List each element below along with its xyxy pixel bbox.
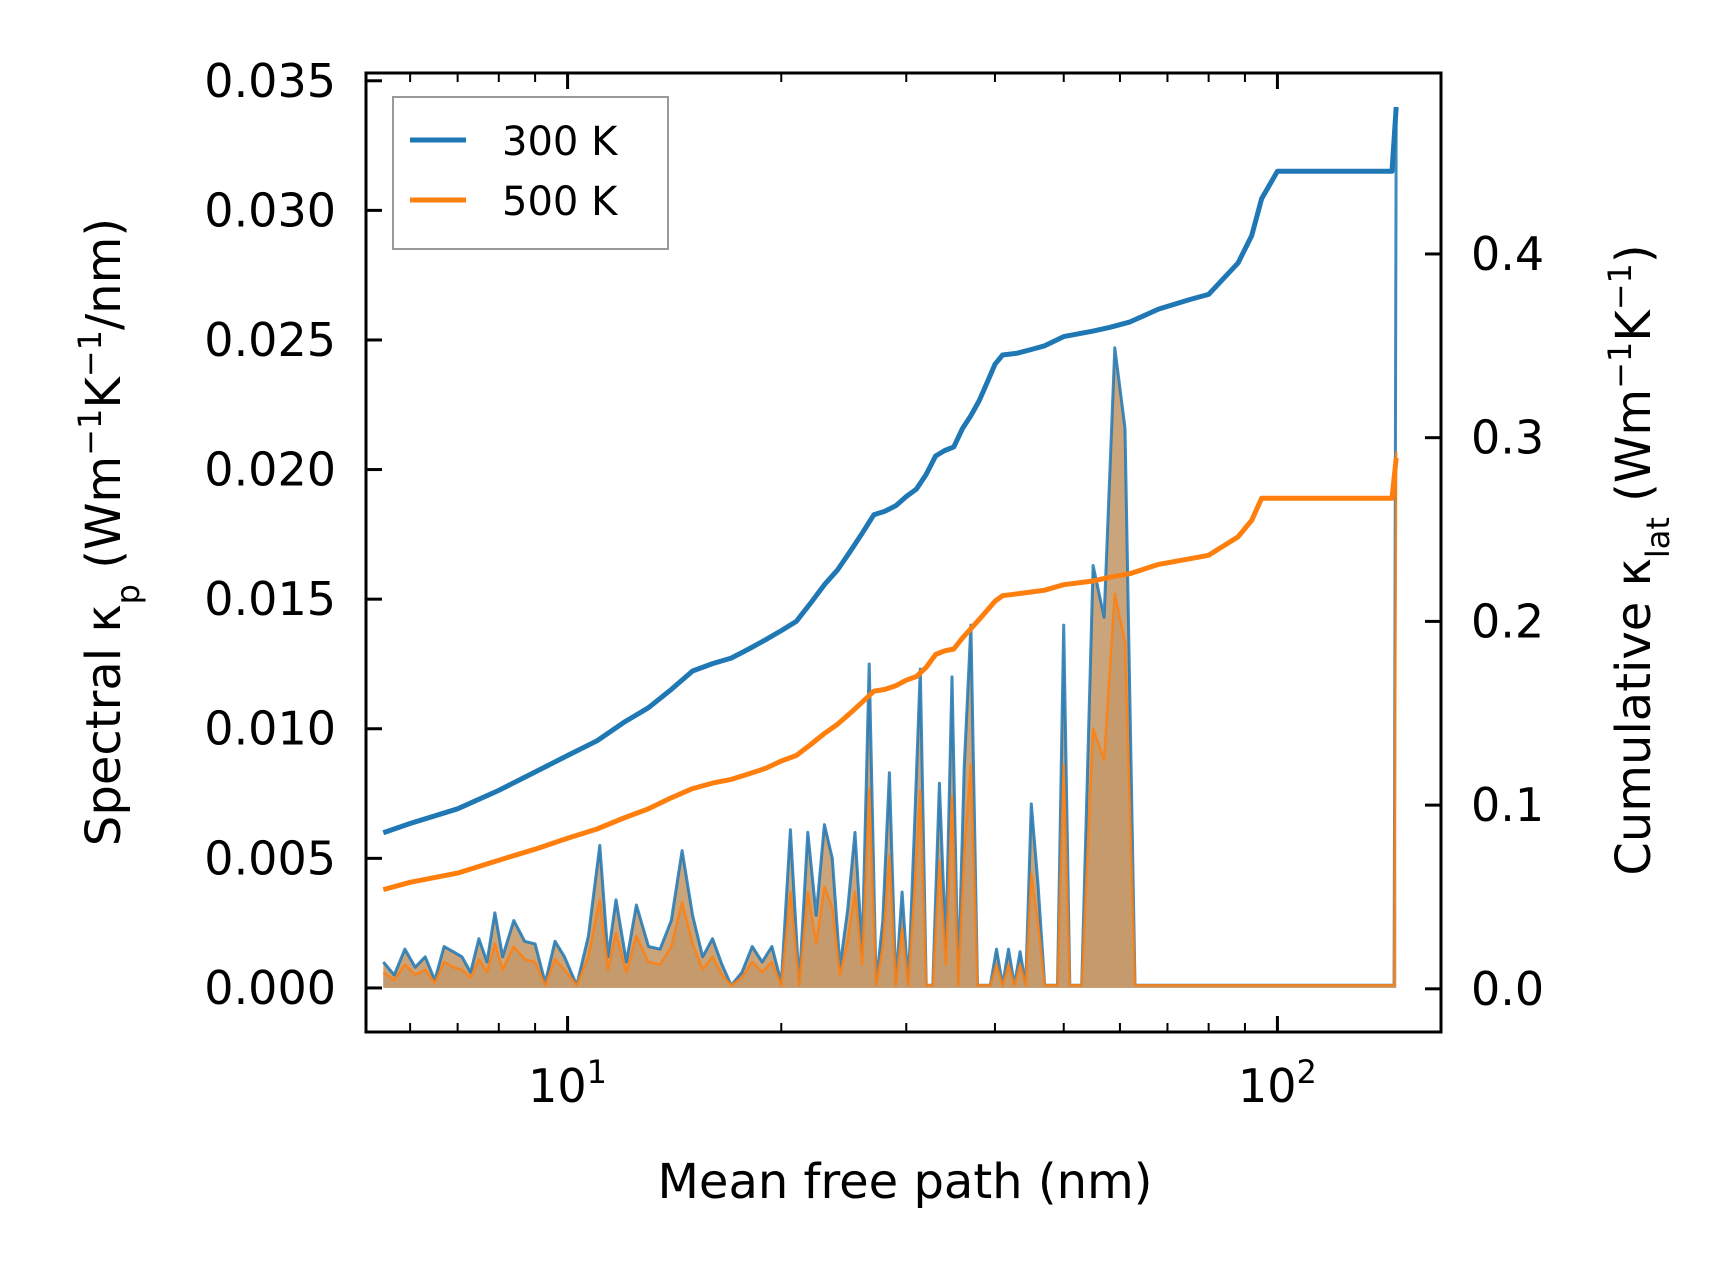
x-tick-label: 101 [528, 1053, 607, 1113]
500-k-spectral-line [382, 451, 1398, 987]
legend: 300 K 500 K [392, 96, 669, 250]
y-tick-label: 0.030 [204, 183, 336, 237]
y2-tick-label: 0.0 [1471, 962, 1544, 1016]
y2-tick-label: 0.4 [1471, 227, 1544, 281]
cumulative-300-k-line [382, 106, 1399, 836]
y-tick-label: 0.035 [204, 54, 336, 108]
y-tick-label: 0.005 [204, 831, 336, 885]
cumulative-500-k-line [382, 457, 1399, 893]
y2-tick-label: 0.2 [1471, 594, 1544, 648]
legend-label-300k: 300 K [502, 119, 619, 165]
y-tick-label: 0.025 [204, 313, 336, 367]
plot-area: 0.000 0.005 0.010 0.015 0.020 0.025 0.030 0.035… [204, 54, 1544, 1113]
y-tick-label: 0.020 [204, 443, 336, 497]
y2-axis-title: Cumulative κlat (Wm−1K−1) [1601, 244, 1677, 875]
x-tick-label: 102 [1238, 1053, 1317, 1113]
y-tick-label: 0.000 [204, 961, 336, 1015]
y2-tick-label: 0.3 [1471, 411, 1544, 465]
y2-tick-label: 0.1 [1471, 778, 1544, 832]
legend-frame [392, 96, 669, 250]
legend-label-500k: 500 K [502, 179, 619, 225]
y-tick-label: 0.010 [204, 702, 336, 756]
y-tick-label: 0.015 [204, 572, 336, 626]
x-axis-title: Mean free path (nm) [658, 1154, 1153, 1210]
y-axis-title: Spectral κp (Wm−1K−1/nm) [71, 218, 147, 846]
plot-frame [364, 71, 1443, 1034]
